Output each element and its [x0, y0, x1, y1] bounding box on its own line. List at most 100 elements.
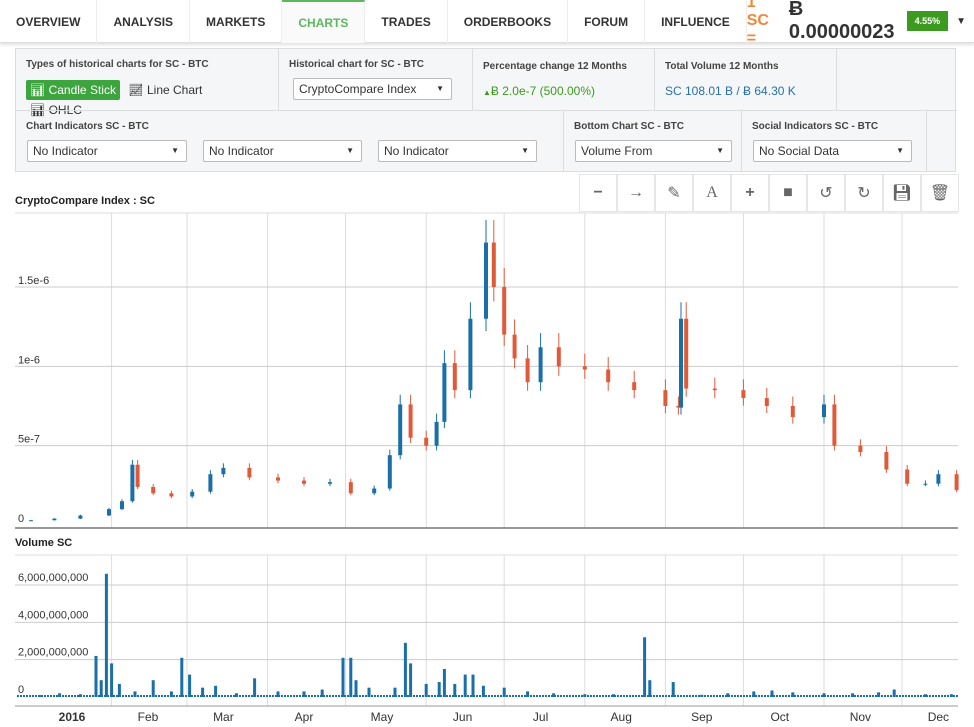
volume-baseline-bar — [452, 695, 454, 697]
historical-chart-select[interactable]: CryptoCompare Index — [293, 78, 452, 100]
volume-baseline-bar — [455, 695, 457, 697]
plus-icon[interactable]: + — [731, 174, 769, 212]
candle-body — [936, 474, 941, 484]
volume-bar — [526, 691, 530, 697]
indicator-select-1[interactable]: No Indicator — [27, 140, 187, 162]
tab-orderbooks[interactable]: ORDERBOOKS — [448, 0, 569, 43]
volume-baseline-bar — [197, 695, 199, 697]
volume-baseline-bar — [719, 695, 721, 697]
x-tick-label: Jun — [453, 710, 472, 724]
volume-baseline-bar — [629, 695, 631, 697]
undo-icon[interactable]: ↺ — [807, 174, 845, 212]
volume-baseline-bar — [776, 695, 778, 697]
volume-baseline-bar — [29, 695, 31, 697]
volume-baseline-bar — [683, 695, 685, 697]
volume-baseline-bar — [131, 695, 133, 697]
volume-baseline-bar — [194, 695, 196, 697]
tab-overview[interactable]: OVERVIEW — [0, 0, 98, 43]
volume-baseline-bar — [599, 695, 601, 697]
volume-baseline-bar — [269, 695, 271, 697]
text-icon[interactable]: A — [693, 174, 731, 212]
square-icon[interactable]: ■ — [769, 174, 807, 212]
volume-baseline-bar — [371, 695, 373, 697]
volume-baseline-bar — [353, 695, 355, 697]
tab-charts[interactable]: CHARTS — [282, 0, 366, 43]
top-nav: OVERVIEW ANALYSIS MARKETS CHARTS TRADES … — [0, 0, 974, 47]
tab-forum[interactable]: FORUM — [568, 0, 646, 43]
volume-baseline-bar — [383, 695, 385, 697]
trash-icon[interactable]: 🗑︎ — [921, 174, 959, 212]
volume-baseline-bar — [863, 695, 865, 697]
volume-baseline-bar — [32, 695, 34, 697]
volume-baseline-bar — [569, 695, 571, 697]
volume-chart-title: Volume SC — [15, 537, 73, 549]
bottom-chart-select[interactable]: Volume From — [575, 140, 732, 162]
volume-baseline-bar — [89, 695, 91, 697]
volume-baseline-bar — [491, 695, 493, 697]
candle-body — [52, 518, 57, 521]
volume-baseline-bar — [302, 695, 304, 697]
volume-baseline-bar — [323, 695, 325, 697]
candle-body — [452, 363, 457, 391]
volume-baseline-bar — [200, 695, 202, 697]
volume-baseline-bar — [755, 695, 757, 697]
volume-baseline-bar — [203, 695, 205, 697]
drawing-toolbar: − → ✎ A + ■ ↺ ↻ 💾︎ 🗑︎ — [579, 174, 959, 212]
price-y-tick-label: 0 — [18, 513, 24, 525]
volume-bar — [877, 692, 881, 697]
candle-stick-button[interactable]: 📊︎ Candle Stick — [26, 80, 120, 100]
tab-trades[interactable]: TRADES — [365, 0, 448, 43]
volume-baseline-bar — [344, 695, 346, 697]
volume-baseline-bar — [470, 695, 472, 697]
price-y-tick-label: 5e-7 — [18, 434, 40, 446]
volume-baseline-bar — [329, 695, 331, 697]
indicator-select-3[interactable]: No Indicator — [378, 140, 537, 162]
volume-baseline-bar — [401, 695, 403, 697]
indicator-select-2[interactable]: No Indicator — [203, 140, 362, 162]
volume-baseline-bar — [215, 695, 217, 697]
volume-baseline-bar — [836, 695, 838, 697]
candle-body — [78, 515, 83, 519]
line-chart-icon: 📈︎ — [128, 83, 144, 97]
volume-baseline-bar — [707, 695, 709, 697]
volume-baseline-bar — [860, 695, 862, 697]
volume-baseline-bar — [689, 695, 691, 697]
volume-baseline-bar — [521, 695, 523, 697]
volume-baseline-bar — [377, 695, 379, 697]
volume-bar — [643, 637, 647, 697]
volume-baseline-bar — [518, 695, 520, 697]
volume-baseline-bar — [146, 695, 148, 697]
candle-body — [538, 347, 543, 383]
arrow-right-icon[interactable]: → — [617, 174, 655, 212]
pencil-icon[interactable]: ✎ — [655, 174, 693, 212]
line-chart-button[interactable]: 📈︎ Line Chart — [124, 80, 206, 100]
volume-baseline-bar — [854, 695, 856, 697]
volume-baseline-bar — [161, 695, 163, 697]
redo-icon[interactable]: ↻ — [845, 174, 883, 212]
social-select[interactable]: No Social Data — [753, 140, 912, 162]
tab-analysis[interactable]: ANALYSIS — [97, 0, 191, 43]
volume-baseline-bar — [512, 695, 514, 697]
volume-bar — [726, 693, 730, 697]
tab-markets[interactable]: MARKETS — [190, 0, 283, 43]
percentage-change: Percentage change 12 Months ▲Ƀ 2.0e-7 (5… — [473, 49, 655, 110]
save-icon[interactable]: 💾︎ — [883, 174, 921, 212]
tab-influence[interactable]: INFLUENCE — [645, 0, 747, 43]
volume-baseline-bar — [107, 695, 109, 697]
volume-baseline-bar — [110, 695, 112, 697]
volume-baseline-bar — [758, 695, 760, 697]
volume-baseline-bar — [938, 695, 940, 697]
minus-icon[interactable]: − — [579, 174, 617, 212]
caret-down-icon[interactable]: ▼ — [956, 15, 966, 27]
volume-baseline-bar — [677, 695, 679, 697]
candle-body — [424, 437, 429, 446]
volume-baseline-bar — [413, 695, 415, 697]
volume-baseline-bar — [83, 695, 85, 697]
volume-baseline-bar — [800, 695, 802, 697]
volume-baseline-bar — [641, 695, 643, 697]
x-tick-label: Jul — [533, 710, 548, 724]
candle-body — [606, 369, 611, 383]
volume-baseline-bar — [542, 695, 544, 697]
volume-baseline-bar — [584, 695, 586, 697]
